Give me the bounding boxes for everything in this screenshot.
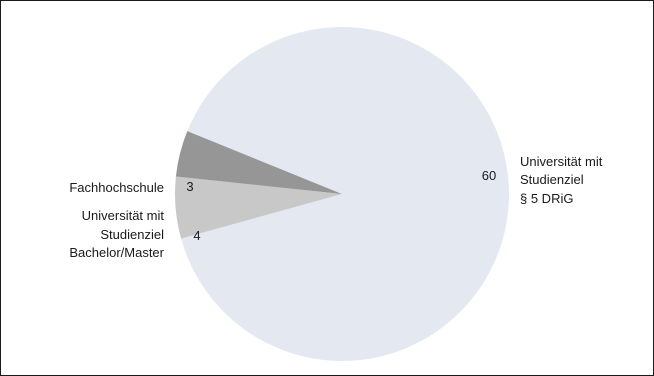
slice-label-fachhochschule: Fachhochschule [69,180,164,195]
value-label-3: 3 [186,179,193,194]
slice-label-universitaet-drig-line-3: § 5 DRiG [520,191,573,206]
slice-label-universitaet-bachelor-line-3: Bachelor/Master [69,245,164,260]
value-label-60: 60 [482,168,496,183]
pie-slice-fachhochschule [175,131,342,194]
pie-slice-universitaet-drig [181,26,510,361]
slice-label-universitaet-bachelor-line-1: Universität mit [82,208,165,223]
slice-label-universitaet-drig-line-2: Studienziel [520,172,584,187]
pie-slice-universitaet-bachelor-master [174,176,342,239]
slice-label-universitaet-drig-line-1: Universität mit [520,154,603,169]
slice-label-universitaet-bachelor-line-2: Studienziel [100,227,164,242]
value-label-4: 4 [193,228,200,243]
